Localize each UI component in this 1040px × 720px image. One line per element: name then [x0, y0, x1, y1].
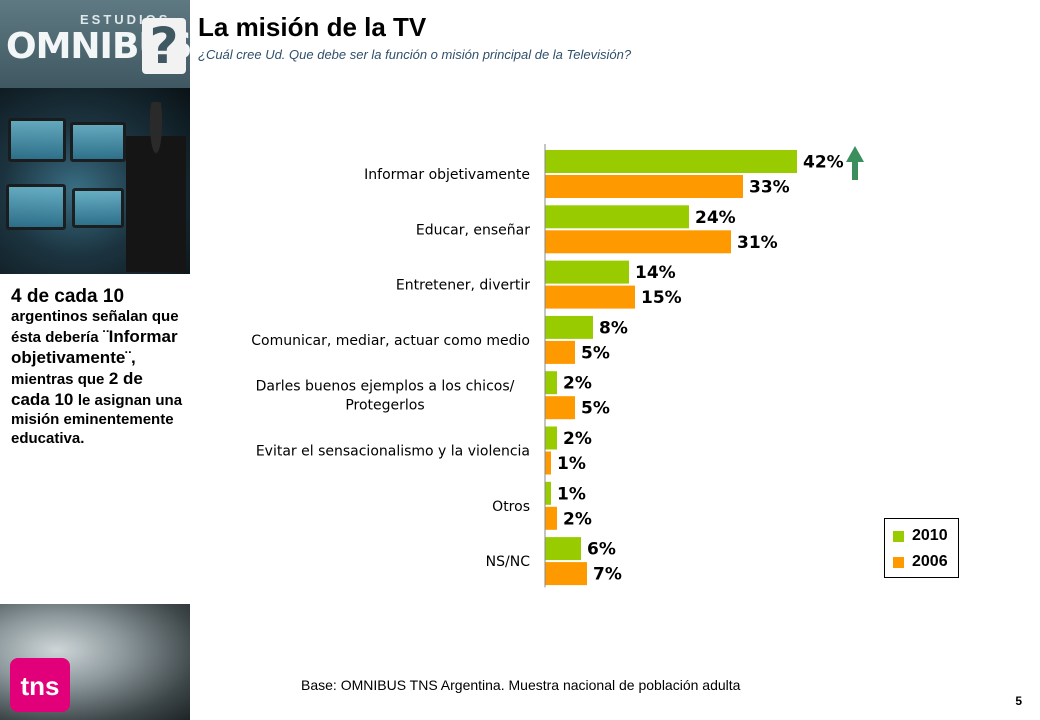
bar-2006: [545, 285, 635, 309]
category-label: Protegerlos: [345, 398, 424, 414]
legend-swatch-2010: [893, 530, 904, 542]
data-label-2010: 14%: [635, 263, 676, 283]
page-subtitle: ¿Cuál cree Ud. Que debe ser la función o…: [198, 47, 632, 62]
bar-2010: [545, 315, 593, 339]
bar-2010: [545, 537, 581, 561]
bar-2006: [545, 340, 575, 364]
category-label: NS/NC: [486, 554, 531, 570]
tv-screen-image: [8, 118, 66, 162]
category-label: Entretener, divertir: [396, 278, 530, 294]
category-label: Otros: [492, 499, 530, 515]
tv-viewer-photo: [0, 88, 190, 274]
finding-text-2: mientras que: [11, 371, 105, 389]
legend-swatch-2006: [893, 556, 904, 568]
finding-highlight-3: 2 de cada 10: [11, 369, 143, 409]
tv-screen-image: [72, 188, 124, 228]
bar-2010: [545, 426, 557, 450]
person-silhouette: [126, 102, 186, 272]
data-label-2006: 7%: [593, 565, 622, 585]
data-label-2006: 15%: [641, 288, 682, 308]
omnibus-logo: ESTUDIOS OMNIBUS ?: [0, 0, 190, 88]
legend-label-2006: 2006: [912, 553, 948, 570]
data-label-2006: 2%: [563, 509, 592, 529]
data-label-2006: 5%: [581, 343, 610, 363]
up-arrow-icon: [846, 146, 864, 180]
bar-2010: [545, 260, 629, 284]
category-label: Informar objetivamente: [364, 167, 530, 183]
bar-2006: [545, 175, 743, 198]
category-label: Evitar el sensacionalismo y la violencia: [256, 444, 530, 460]
bar-2006: [545, 562, 587, 586]
tv-screen-image: [6, 184, 66, 230]
data-label-2010: 42%: [803, 153, 844, 173]
category-label: Comunicar, mediar, actuar como medio: [251, 333, 530, 349]
finding-text-3: le asignan una misión eminentemente educ…: [11, 391, 183, 447]
bottom-decorative-photo: tns: [0, 604, 190, 720]
finding-text-1: argentinos señalan que ésta debería: [11, 308, 179, 347]
bar-2010: [545, 205, 689, 229]
footnote-base: Base: OMNIBUS TNS Argentina. Muestra nac…: [301, 677, 741, 693]
page-number: 5: [1015, 694, 1022, 708]
data-label-2006: 1%: [557, 454, 586, 474]
question-mark-icon: ?: [142, 18, 186, 74]
data-label-2010: 8%: [599, 318, 628, 338]
tns-logo: tns: [10, 658, 70, 712]
data-label-2010: 1%: [557, 484, 586, 504]
data-label-2010: 6%: [587, 540, 616, 560]
finding-highlight-1: 4 de cada 10: [11, 286, 125, 307]
bar-2010: [545, 481, 551, 505]
data-label-2006: 31%: [737, 233, 778, 253]
legend-item-2010: 2010: [893, 526, 948, 546]
page-title: La misión de la TV: [198, 12, 427, 42]
bar-2010: [545, 371, 557, 395]
finding-highlight-2: ¨Informar objetivamente¨,: [11, 327, 178, 368]
data-label-2006: 33%: [749, 178, 790, 198]
category-label: Darles buenos ejemplos a los chicos/: [256, 379, 515, 395]
bar-2006: [545, 506, 557, 530]
chart-legend: 2010 2006: [884, 518, 959, 578]
left-column: ESTUDIOS OMNIBUS ? 4 de cada 10 argentin…: [0, 0, 190, 720]
data-label-2010: 2%: [563, 429, 592, 449]
data-label-2006: 5%: [581, 399, 610, 419]
bar-2006: [545, 451, 551, 475]
bar-2006: [545, 230, 731, 254]
tv-screen-image: [70, 122, 126, 162]
bar-2010: [545, 150, 797, 173]
data-label-2010: 24%: [695, 208, 736, 228]
category-label: Educar, enseñar: [416, 222, 530, 238]
bar-2006: [545, 396, 575, 420]
key-finding-text: 4 de cada 10 argentinos señalan que ésta…: [11, 286, 186, 449]
data-label-2010: 2%: [563, 374, 592, 394]
legend-label-2010: 2010: [912, 527, 948, 544]
legend-item-2006: 2006: [893, 552, 948, 572]
